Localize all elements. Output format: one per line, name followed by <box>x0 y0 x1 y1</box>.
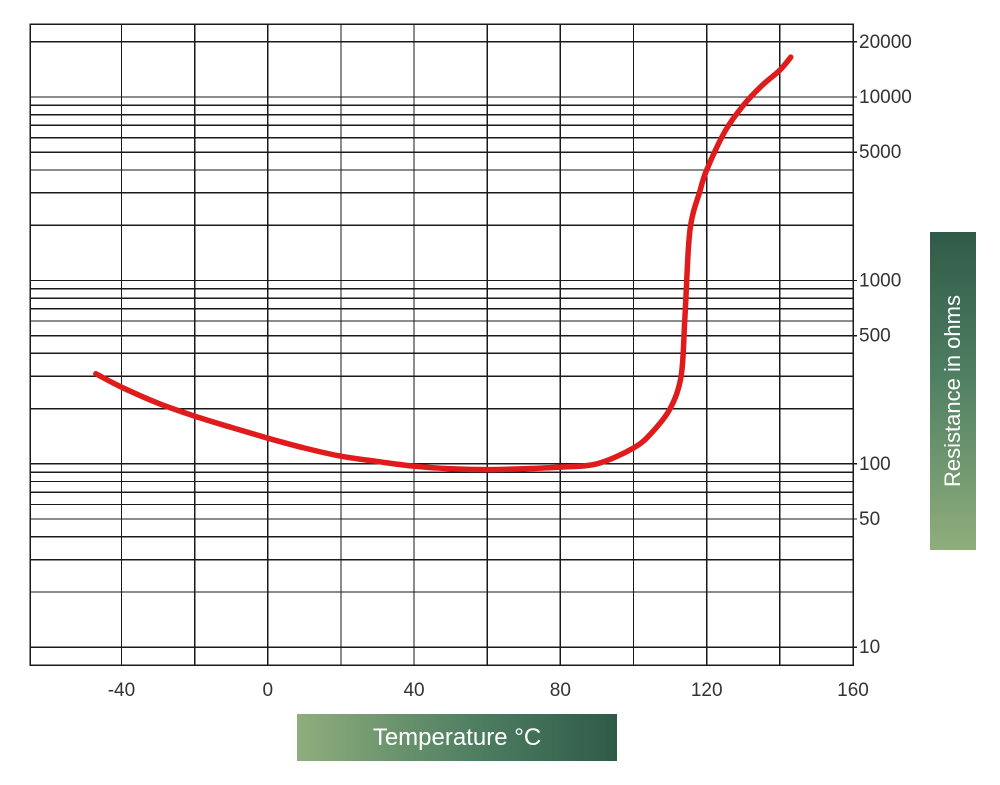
y-tick-labels: 10 50 100 500 1000 5000 10000 20000 <box>853 32 912 658</box>
x-tick-label: 40 <box>403 680 424 701</box>
y-tick-label: 10 <box>859 637 880 658</box>
x-tick-label: 80 <box>550 680 571 701</box>
y-tick-label: 20000 <box>859 32 912 53</box>
horizontal-gridlines <box>30 41 853 648</box>
series-line <box>93 54 794 473</box>
y-tick-label: 5000 <box>859 142 901 163</box>
y-tick-label: 500 <box>859 326 891 347</box>
y-tick-label: 50 <box>859 509 880 530</box>
y-tick-label: 100 <box>859 454 891 475</box>
y-tick-label: 1000 <box>859 270 901 291</box>
y-axis-label: Resistance in ohms <box>940 295 965 487</box>
plot-frame <box>29 23 854 666</box>
x-tick-labels: -40 0 40 80 120 160 <box>108 680 869 701</box>
x-axis-label: Temperature °C <box>372 723 542 751</box>
x-tick-label: -40 <box>108 680 135 701</box>
x-tick-label: 120 <box>691 680 723 701</box>
y-axis-label-box: Resistance in ohms <box>930 232 976 550</box>
x-tick-label: 160 <box>837 680 869 701</box>
x-axis-label-box: Temperature °C <box>297 714 617 761</box>
y-tick-label: 10000 <box>859 87 912 108</box>
vertical-gridlines <box>120 24 781 665</box>
x-tick-label: 0 <box>262 680 273 701</box>
